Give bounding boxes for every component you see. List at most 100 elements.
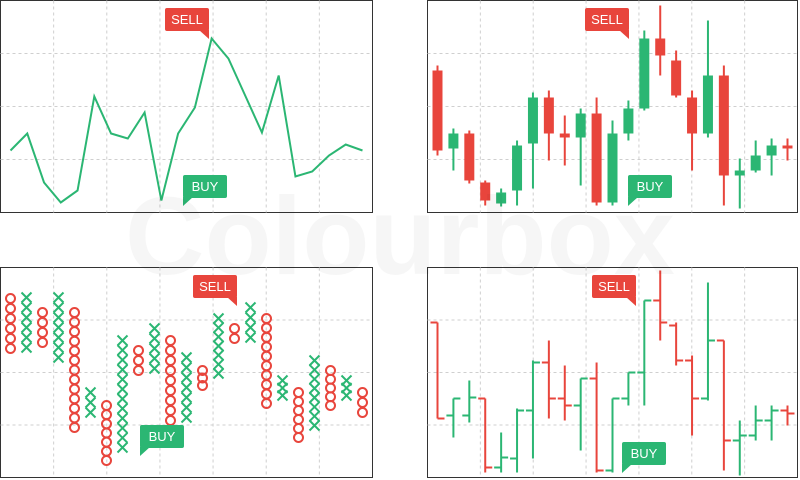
x-box (212, 321, 225, 334)
candle-body (543, 97, 554, 134)
x-box (52, 351, 65, 364)
x-box (116, 344, 129, 356)
callout: BUY (622, 442, 666, 473)
x-box (84, 396, 97, 409)
x-box (20, 321, 33, 334)
x-box (180, 391, 193, 404)
callout-tail (183, 197, 193, 206)
x-box (116, 432, 129, 444)
x-column (20, 291, 33, 354)
callout-box (585, 8, 629, 31)
x-box (276, 389, 289, 402)
candle-body (766, 145, 777, 156)
o-column (293, 387, 304, 443)
o-column (197, 365, 208, 391)
callout-box (628, 175, 672, 198)
callout-label: SELL (171, 12, 203, 27)
callout-tail (628, 197, 638, 206)
x-box (20, 331, 33, 344)
x-column (276, 374, 289, 402)
candle-body (591, 113, 602, 203)
x-box (52, 301, 65, 314)
x-box (116, 354, 129, 366)
callout: BUY (140, 425, 184, 456)
x-box (148, 332, 161, 345)
callout-box (183, 175, 227, 198)
x-box (180, 361, 193, 374)
x-box (308, 364, 321, 376)
x-box (148, 362, 161, 375)
x-box (244, 311, 257, 324)
callout-tail (227, 297, 237, 306)
x-box (244, 301, 257, 314)
callout-tail (199, 30, 209, 39)
candle-body (782, 145, 793, 149)
x-box (116, 412, 129, 425)
x-box (308, 373, 321, 385)
x-box (212, 358, 225, 371)
candle-body (448, 133, 459, 149)
x-box (52, 331, 65, 344)
callout-tail (626, 297, 636, 306)
callout-box (140, 425, 184, 448)
o-box (101, 455, 112, 466)
x-box (212, 367, 225, 380)
candle-body (687, 97, 698, 134)
o-box (197, 380, 208, 391)
o-box (357, 407, 368, 418)
candle-body (639, 38, 650, 109)
o-box (37, 337, 48, 348)
callout-label: SELL (591, 12, 623, 27)
x-box (116, 441, 129, 454)
candle-body (527, 97, 538, 144)
x-column (340, 374, 353, 402)
candle-body (512, 145, 523, 191)
x-box (52, 291, 65, 304)
x-box (116, 383, 129, 395)
candle-body (671, 60, 682, 96)
callout-box (193, 275, 237, 298)
x-box (308, 410, 321, 422)
o-box (197, 372, 208, 384)
x-box (244, 331, 257, 344)
o-column (133, 345, 144, 376)
panel: SELL BUY (0, 0, 373, 213)
callout-label: BUY (637, 179, 664, 194)
o-box (229, 333, 240, 344)
price-line (9, 36, 363, 204)
x-column (244, 301, 257, 344)
callout-tail (622, 464, 632, 473)
o-box (293, 432, 304, 443)
candle-body (575, 113, 586, 138)
candle-body (702, 75, 713, 134)
callout: SELL (585, 8, 629, 39)
x-box (212, 331, 225, 343)
x-box (52, 311, 65, 324)
x-box (148, 322, 161, 335)
x-box (148, 342, 161, 355)
watermark: Colourbox (125, 175, 675, 298)
callout: BUY (183, 175, 227, 206)
o-box (325, 400, 336, 411)
x-box (20, 341, 33, 354)
x-box (20, 291, 33, 304)
o-column (229, 323, 240, 344)
x-box (148, 352, 161, 365)
candle-body (559, 133, 570, 138)
x-box (116, 393, 129, 405)
callout-box (622, 442, 666, 465)
o-column (69, 307, 80, 433)
x-box (308, 382, 321, 395)
x-box (308, 391, 321, 404)
candle-body (607, 133, 618, 203)
x-box (20, 301, 33, 314)
x-box (340, 389, 353, 402)
x-box (308, 401, 321, 413)
x-box (52, 341, 65, 354)
callout: SELL (193, 275, 237, 306)
x-column (116, 334, 129, 454)
panel: SELL BUY (427, 267, 798, 478)
candle-body (718, 75, 729, 176)
candle-body (464, 133, 475, 181)
